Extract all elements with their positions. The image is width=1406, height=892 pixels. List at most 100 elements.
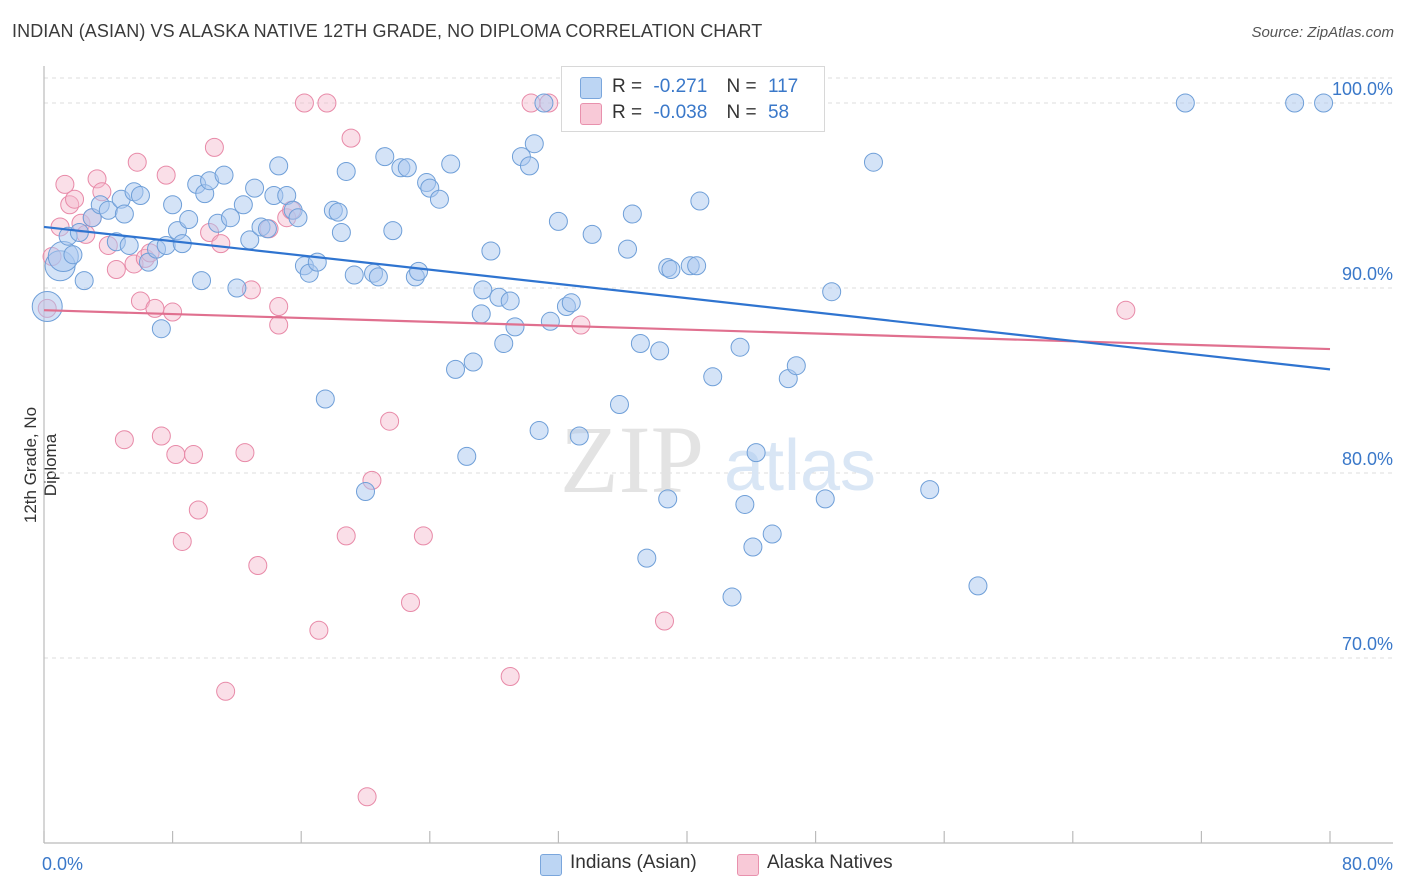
source-credit: Source: ZipAtlas.com (1251, 24, 1394, 41)
indian-point (519, 156, 539, 176)
alaska-point (294, 93, 314, 113)
indian-point (735, 494, 755, 514)
indian-point (336, 161, 356, 181)
indian-point (220, 208, 240, 228)
indian-point (163, 195, 183, 215)
y-tick-labels: 70.0% 80.0% 90.0% 100.0% (1332, 79, 1393, 654)
gridlines (44, 77, 1393, 659)
indian-point (74, 271, 94, 291)
alaska-point (654, 611, 674, 631)
x-tick-label-min: 0.0% (42, 854, 83, 874)
legend-n-label: N = (726, 102, 757, 123)
indian-point (524, 134, 544, 154)
alaska-point (106, 260, 126, 279)
indian-point (762, 524, 782, 544)
legend-r-label: R = (612, 102, 643, 123)
alaska-point (571, 315, 591, 335)
indian-point (257, 219, 277, 239)
indian-point (151, 319, 171, 339)
indian-point (618, 239, 638, 259)
indian-point (815, 489, 835, 509)
alaska-point (336, 526, 356, 546)
alaska-point (341, 128, 361, 148)
indian-point (630, 334, 650, 353)
indian-point (227, 278, 247, 298)
legend-swatch-blue (580, 77, 602, 99)
indian-point (561, 293, 581, 313)
indians-asian-points (31, 93, 1334, 607)
legend-label-indians: Indians (Asian) (570, 852, 697, 873)
indian-point (328, 202, 348, 222)
legend-swatch-blue (540, 854, 562, 876)
indian-point (1285, 93, 1305, 113)
indian-point (429, 189, 449, 209)
indian-point (288, 208, 308, 228)
indian-point (540, 311, 560, 331)
alaska-point (183, 445, 203, 464)
alaska-point (269, 297, 289, 316)
alaska-point (413, 526, 433, 546)
alaska-point (65, 189, 85, 209)
indian-point (114, 204, 134, 224)
indians-trendline (43, 225, 1331, 371)
indian-point (743, 537, 763, 557)
indian-point (179, 210, 199, 230)
alaska-point (211, 234, 231, 254)
alaska-point (401, 593, 421, 612)
indian-point (471, 304, 491, 324)
indian-point (746, 443, 766, 463)
indian-point (534, 93, 554, 113)
indian-point (383, 221, 403, 241)
legend-swatch-pink (737, 854, 759, 876)
y-tick-label: 90.0% (1342, 264, 1393, 284)
indian-point (622, 204, 642, 224)
indian-point (722, 587, 742, 607)
indian-point (703, 367, 723, 387)
indian-point (582, 224, 602, 244)
alaska-point (163, 302, 183, 322)
indian-point (31, 291, 63, 322)
indian-point (192, 271, 212, 291)
indian-point (214, 165, 234, 185)
alaska-trendline (43, 309, 1331, 351)
indian-point (687, 256, 707, 276)
indian-point (548, 211, 568, 231)
indian-point (650, 341, 670, 361)
indian-point (500, 291, 520, 311)
alaska-point (204, 137, 224, 157)
indian-point (661, 260, 681, 279)
alaska-point (269, 315, 289, 335)
y-tick-label: 100.0% (1332, 79, 1393, 99)
alaska-point (380, 411, 400, 431)
legend-r-label: R = (612, 76, 643, 97)
indian-point (269, 156, 289, 176)
alaska-point (156, 165, 176, 185)
indian-point (130, 186, 150, 205)
indian-point (920, 480, 940, 500)
alaska-point (151, 426, 171, 446)
alaska-point (114, 430, 134, 450)
watermark-atlas: atlas (724, 426, 876, 506)
indian-point (446, 359, 466, 379)
indian-point (690, 191, 710, 211)
alaska-point (1116, 300, 1136, 320)
indian-point (863, 152, 883, 172)
indian-point (1175, 93, 1195, 113)
alaska-point (317, 93, 337, 113)
indian-point (331, 223, 351, 242)
indian-point (233, 195, 253, 215)
alaska-point (235, 443, 255, 463)
indian-point (63, 245, 83, 265)
correlation-legend: R = -0.271 N = 117 R = -0.038 N = 58 (561, 66, 825, 132)
alaska-point (188, 500, 208, 520)
y-tick-label: 70.0% (1342, 634, 1393, 654)
alaska-point (357, 787, 377, 807)
alaska-point (55, 174, 75, 194)
indian-point (344, 265, 364, 285)
indian-point (968, 576, 988, 596)
axes (43, 66, 1393, 844)
indian-point (457, 446, 477, 466)
alaska-point (248, 556, 268, 575)
indian-point (494, 334, 514, 353)
